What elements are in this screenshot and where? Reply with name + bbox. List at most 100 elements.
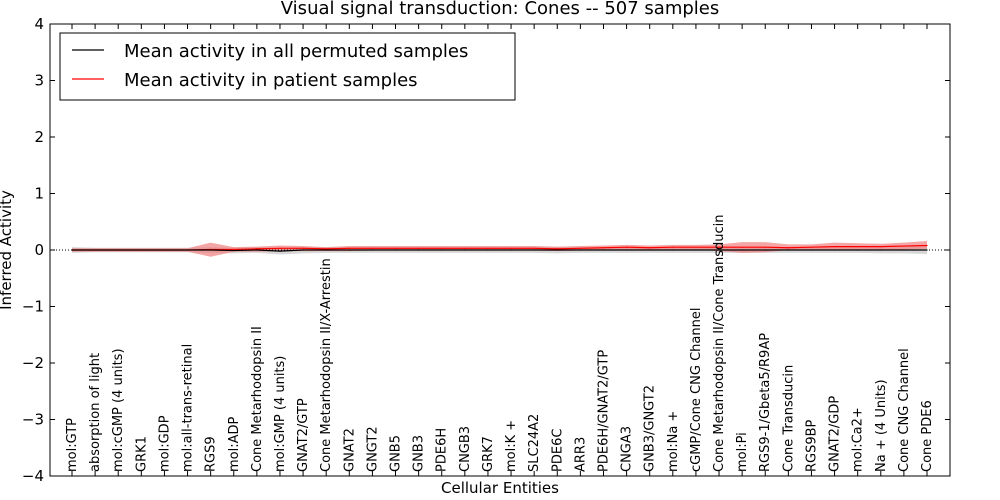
data-point-permuted [210,249,212,251]
data-point-permuted [718,249,720,251]
x-tick-label: GNAT2 [342,428,357,472]
data-point-permuted [394,249,397,251]
x-tick-label: PDE6H [435,428,450,472]
data-point-permuted [741,249,743,251]
x-tick-label: RGS9BP [804,419,819,472]
data-point-permuted [302,249,304,251]
data-point-patient [602,247,605,249]
x-tick-label: cGMP/Cone CNG Channel [689,308,704,472]
data-point-patient [810,246,813,248]
x-tick-label: Na + (4 Units) [874,379,889,472]
x-tick-label: Cone Metarhodopsin II/Cone Transducin [712,215,727,473]
data-point-permuted [348,249,350,251]
data-point-patient [325,248,327,250]
data-point-patient [487,247,489,249]
x-tick-label: mol:GMP (4 units) [273,356,288,472]
x-tick-label: mol:K + [504,420,519,472]
data-point-permuted [649,249,651,251]
data-point-patient [695,246,697,248]
data-point-permuted [140,249,142,251]
data-point-permuted [857,249,859,251]
data-point-patient [464,247,466,249]
data-point-permuted [672,249,674,251]
data-point-patient [279,247,281,249]
x-tick-label: Cone Metarhodopsin II/X-Arrestin [319,258,334,472]
x-tick-label: GNAT2/GDP [828,396,843,472]
legend-label-patient: Mean activity in patient samples [124,70,418,91]
data-point-patient [371,247,374,249]
x-tick-label: absorption of light [88,353,103,472]
x-tick-label: Cone CNG Channel [897,348,912,472]
legend-label-permuted: Mean activity in all permuted samples [124,41,468,62]
data-point-permuted [903,249,905,251]
y-tick-label: −4 [22,467,44,485]
data-point-permuted [764,249,766,251]
data-point-patient [880,246,882,248]
legend: Mean activity in all permuted samples Me… [59,32,516,101]
x-tick-label: Cone Transducin [781,365,796,472]
data-point-patient [926,244,928,247]
data-point-permuted [787,249,789,251]
series-line-permuted [72,249,927,252]
data-point-permuted [117,249,119,251]
data-point-patient [649,247,651,249]
chart-title: Visual signal transduction: Cones -- 507… [281,0,719,19]
data-point-permuted [71,249,73,251]
x-tick-label: GRK7 [481,436,496,472]
plot-area [50,240,950,257]
x-tick-label: GRK1 [134,436,149,472]
x-tick-label: Cone Metarhodopsin II [250,326,265,472]
x-tick-label: mol:GDP [157,415,172,472]
data-point-patient [857,246,859,248]
data-point-permuted [833,249,836,251]
data-point-patient [256,248,258,250]
x-tick-label: SLC24A2 [527,414,542,472]
x-tick-label: RGS9-1/Gbeta5/R9AP [758,333,773,472]
x-tick-label: PDE6C [550,429,565,472]
data-point-permuted [602,249,605,251]
x-tick-label: GNB5 [389,435,404,472]
data-point-patient [579,247,581,249]
y-tick-label: 0 [34,241,44,259]
data-point-permuted [579,249,581,251]
data-point-permuted [487,249,489,251]
data-point-patient [903,245,905,247]
data-point-patient [418,247,420,249]
data-point-patient [787,247,789,249]
data-point-permuted [418,249,420,251]
x-tick-label: mol:Pi [735,432,750,472]
data-point-permuted [186,249,189,251]
data-point-permuted [625,249,628,251]
x-tick-label: CNGB3 [458,426,473,472]
y-axis-label: Inferred Activity [0,190,15,310]
y-tick-label: 4 [34,15,44,33]
data-point-patient [833,246,836,248]
data-point-patient [556,248,558,250]
data-point-permuted [279,250,281,252]
series-line-patient [72,244,928,251]
legend-box [59,32,516,101]
x-tick-label: CNGA3 [620,426,635,472]
x-tick-label: ARR3 [573,437,588,472]
x-tick-label: RGS9 [204,436,219,472]
x-tick-label: GNB3/GNGT2 [643,385,658,472]
y-tick-label: −2 [22,354,44,372]
x-tick-label: mol:Na + [666,411,681,472]
x-tick-label: GNAT2/GTP [296,398,311,472]
x-tick-label: GNGT2 [365,426,380,472]
data-point-permuted [325,249,327,251]
data-point-patient [672,246,674,248]
y-tick-label: 2 [34,128,44,146]
data-point-patient [233,248,235,251]
x-tick-label: mol:GTP [65,418,80,472]
y-tick-label: −1 [22,298,44,316]
data-point-patient [533,247,535,249]
y-tick-label: 1 [34,185,44,203]
data-point-permuted [441,249,443,251]
data-point-permuted [556,249,558,251]
data-point-permuted [94,249,96,251]
x-tick-label: Cone PDE6 [920,400,935,472]
data-point-patient [741,246,743,248]
